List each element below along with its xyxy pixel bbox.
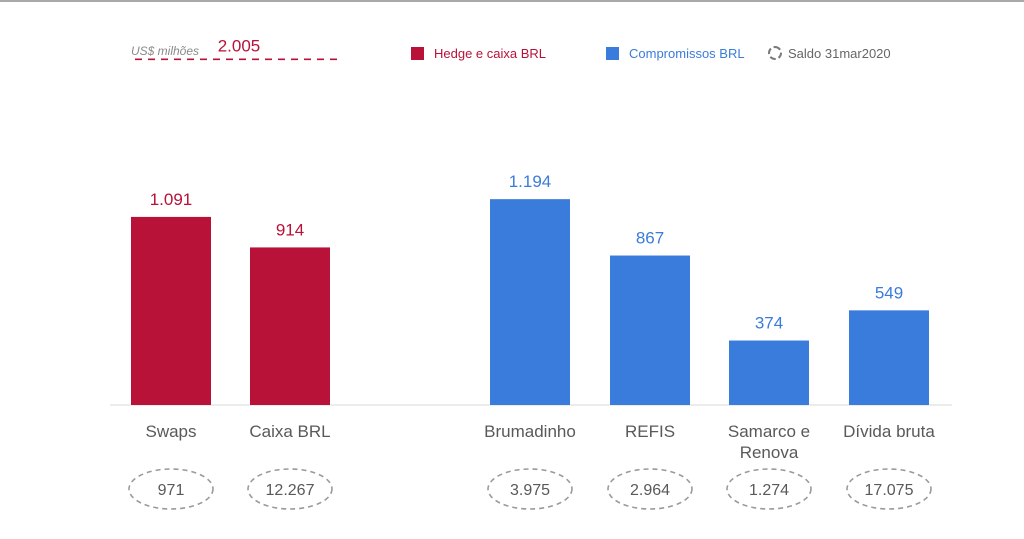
bar-value-label: 1.194	[509, 172, 552, 191]
balance-dashed-ellipse	[726, 468, 812, 510]
unit-label: US$ milhões	[131, 44, 200, 58]
bar-value-label: 549	[875, 283, 903, 302]
legend-item-saldo: Saldo 31mar2020	[768, 44, 891, 62]
balance-label: 3.975	[510, 482, 550, 499]
bar	[490, 199, 570, 405]
bar	[849, 310, 929, 405]
bar	[131, 216, 211, 405]
bar-value-label: 374	[755, 314, 783, 333]
balance-dashed-ellipse	[128, 468, 214, 510]
bar-value-label: 1.091	[150, 190, 193, 209]
legend-label-saldo: Saldo 31mar2020	[788, 45, 891, 61]
balance-label: 17.075	[865, 482, 914, 499]
category-label: Samarco e	[728, 422, 810, 441]
category-label: REFIS	[625, 422, 675, 441]
legend-item-compromissos: Compromissos BRL	[606, 44, 745, 62]
balance-dashed-ellipse	[607, 468, 693, 510]
balance-dashed-ellipse	[487, 468, 573, 510]
bar-value-label: 914	[276, 220, 304, 239]
legend-label-compromissos: Compromissos BRL	[629, 45, 745, 61]
category-label: Dívida bruta	[843, 422, 935, 441]
balance-label: 1.274	[749, 482, 789, 499]
balance-label: 2.964	[630, 482, 670, 499]
balance-dashed-ellipse	[846, 468, 932, 510]
bar	[610, 255, 690, 405]
category-label: Swaps	[145, 422, 196, 441]
balance-label: 12.267	[266, 482, 315, 499]
balance-dashed-ellipse	[247, 468, 333, 510]
legend-dashed-circle-icon	[768, 46, 782, 60]
category-label: Renova	[740, 443, 799, 462]
legend-swatch-compromissos-icon	[606, 46, 619, 60]
legend-label-hedge: Hedge e caixa BRL	[434, 45, 547, 61]
bar-value-label: 867	[636, 229, 664, 248]
category-label: Caixa BRL	[249, 422, 330, 441]
category-label: Brumadinho	[484, 422, 576, 441]
legend-item-hedge: Hedge e caixa BRL	[411, 44, 546, 62]
bar	[250, 247, 330, 405]
legend-swatch-hedge-icon	[411, 46, 424, 60]
total-label: 2.005	[218, 36, 261, 55]
top-divider	[0, 0, 1024, 2]
balance-label: 971	[158, 482, 185, 499]
bar	[729, 340, 809, 405]
